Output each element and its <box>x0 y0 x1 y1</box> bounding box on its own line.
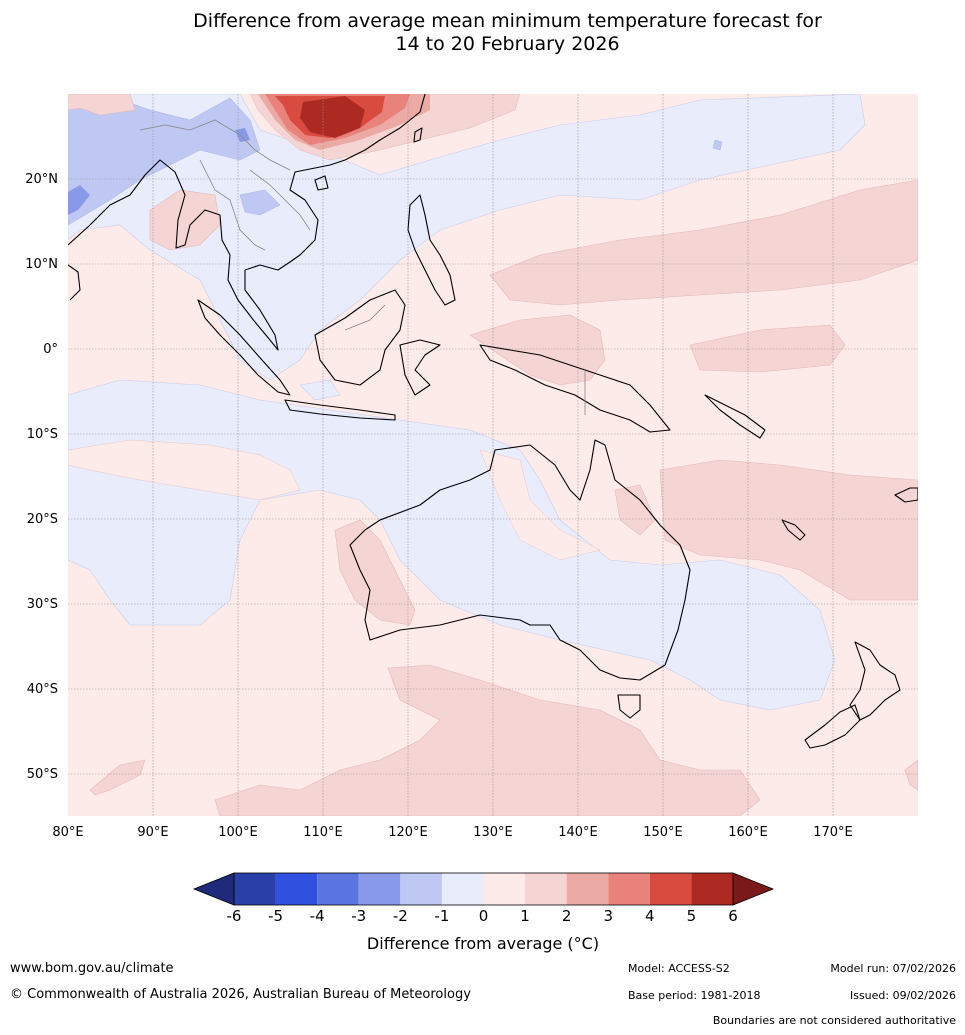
colorbar-under-arrow <box>192 872 235 906</box>
nz-south-island <box>804 704 861 749</box>
australia-coast <box>349 439 691 681</box>
philippines <box>407 194 456 306</box>
colorbar-tick-label: 2 <box>561 907 572 925</box>
colorbar-segment <box>400 873 442 905</box>
map-area <box>68 94 918 816</box>
anomaly-warm-patches <box>68 439 601 561</box>
lon-label-150: 150°E <box>643 825 683 840</box>
nz-north-island <box>849 641 901 721</box>
lon-label-170: 170°E <box>813 825 853 840</box>
footer-model: Model: ACCESS-S2 <box>628 962 730 975</box>
sulawesi <box>399 339 441 396</box>
solomon-islands <box>704 394 766 439</box>
anomaly-warm-1 <box>68 94 918 816</box>
lat-label-10n: 10°N <box>25 257 58 272</box>
map-title: Difference from average mean minimum tem… <box>0 10 965 56</box>
colorbar-title: Difference from average (°C) <box>366 934 600 953</box>
anomaly-cool-2 <box>68 95 723 226</box>
lat-label-20n: 20°N <box>25 172 58 187</box>
footer-disclaimer: Boundaries are not considered authoritat… <box>712 1014 956 1027</box>
colorbar-segment <box>608 873 650 905</box>
india-coast <box>68 264 81 301</box>
colorbar-segment <box>358 873 401 905</box>
lon-label-110: 110°E <box>303 825 343 840</box>
colorbar-tick-label: 4 <box>645 907 655 925</box>
colorbar-segment <box>441 873 484 905</box>
graticule <box>68 94 918 816</box>
footer-base-period: Base period: 1981-2018 <box>628 989 761 1002</box>
colorbar-segment <box>234 873 276 905</box>
anomaly-cool-3 <box>68 128 250 215</box>
tasmania <box>617 694 641 719</box>
hainan <box>314 175 329 191</box>
lat-label-20s: 20°S <box>27 512 58 527</box>
title-line-1: Difference from average mean minimum tem… <box>193 10 822 32</box>
colorbar-tick-label: -1 <box>434 907 450 925</box>
colorbar-tick-label: -2 <box>392 907 408 925</box>
colorbar-segment <box>566 873 609 905</box>
lat-label-30s: 30°S <box>27 597 58 612</box>
coastlines <box>68 94 918 749</box>
lon-label-120: 120°E <box>388 825 428 840</box>
colorbar-tick-label: -4 <box>309 907 325 925</box>
lon-label-80: 80°E <box>52 825 83 840</box>
new-guinea <box>479 344 671 433</box>
new-caledonia <box>781 519 806 541</box>
colorbar-segment <box>317 873 359 905</box>
colorbar-segment <box>649 873 692 905</box>
sumatra <box>197 299 291 396</box>
lon-label-160: 160°E <box>728 825 768 840</box>
anomaly-hot-core <box>249 94 521 161</box>
taiwan <box>413 127 423 143</box>
colorbar-tick-label: -6 <box>226 907 242 925</box>
asia-coast <box>68 94 426 351</box>
footer-copyright: © Commonwealth of Australia 2026, Austra… <box>10 987 471 1002</box>
lat-label-50s: 50°S <box>27 767 58 782</box>
lon-label-90: 90°E <box>137 825 168 840</box>
colorbar-segment <box>483 873 526 905</box>
fiji <box>894 487 918 503</box>
colorbar-tick-label: -3 <box>351 907 367 925</box>
title-line-2: 14 to 20 February 2026 <box>395 33 620 55</box>
colorbar-tick-label: 0 <box>478 907 489 925</box>
footer-model-run: Model run: 07/02/2026 <box>830 962 956 975</box>
country-borders <box>139 119 586 415</box>
lon-label-100: 100°E <box>218 825 258 840</box>
colorbar-tick-label: 1 <box>520 907 530 925</box>
colorbar-tick-label: -5 <box>268 907 284 925</box>
lat-label-10s: 10°S <box>27 427 58 442</box>
colorbar-segment <box>691 873 733 905</box>
lon-label-130: 130°E <box>473 825 513 840</box>
java <box>284 399 396 421</box>
colorbar-tick-label: 6 <box>728 907 738 925</box>
colorbar-segment <box>525 873 567 905</box>
axis-labels: 80°E 90°E 100°E 110°E 120°E 130°E 140°E … <box>25 172 853 840</box>
colorbar-segments <box>233 872 734 906</box>
colorbar <box>192 872 775 906</box>
lon-label-140: 140°E <box>558 825 598 840</box>
colorbar-tick-label: 5 <box>686 907 697 925</box>
colorbar-over-arrow <box>732 872 775 906</box>
lat-label-40s: 40°S <box>27 682 58 697</box>
borneo <box>314 289 406 386</box>
lat-label-0: 0° <box>43 342 58 357</box>
colorbar-tick-label: 3 <box>603 907 614 925</box>
footer-issued: Issued: 09/02/2026 <box>849 989 956 1002</box>
footer-url: www.bom.gov.au/climate <box>10 961 174 976</box>
colorbar-segment <box>275 873 318 905</box>
colorbar-frame <box>233 872 734 906</box>
